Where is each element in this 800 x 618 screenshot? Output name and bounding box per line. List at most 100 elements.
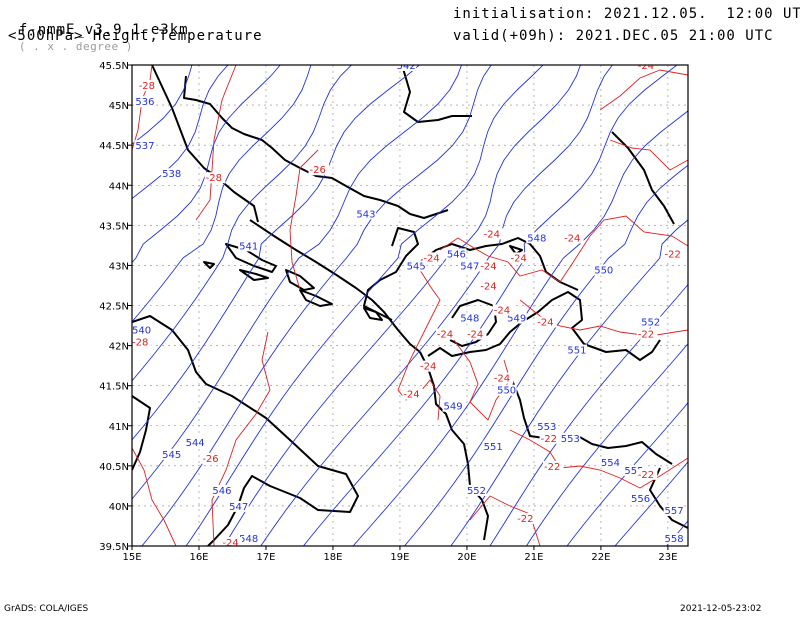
height-contour-label: 555 (624, 466, 643, 477)
height-contour-label-bg (442, 400, 464, 412)
height-contour-line (743, 6, 800, 566)
temperature-contour-label: -24 (437, 330, 453, 341)
coastline-borders (132, 65, 688, 546)
temperature-contour-label-bg (492, 372, 514, 384)
temperature-contour-label-bg (465, 328, 487, 340)
height-contour-line (132, 65, 421, 441)
temperature-contour-label-bg (204, 172, 226, 184)
height-contour-label-bg (184, 436, 206, 448)
temperature-contour-label-bg (516, 512, 537, 524)
temperature-contour-line (609, 139, 688, 171)
bosnia-border (363, 227, 419, 321)
temperature-contour-line (509, 429, 688, 489)
height-contour-label-bg (395, 65, 417, 72)
height-contour-line (185, 65, 544, 546)
temperature-contour-label-bg (509, 252, 531, 264)
height-contour-label-bg (211, 484, 232, 496)
serbia-north-border (419, 237, 579, 291)
model-subtitle: ( . x . degree ) (18, 40, 133, 53)
model-name: f-nmmE_v3.9.1-e3km (18, 22, 189, 38)
latitude-tick-label: 45N (109, 101, 129, 112)
height-contour-label: 548 (460, 314, 479, 325)
latitude-tick-label: 42N (109, 342, 129, 353)
temperature-contour-label-bg (201, 452, 222, 464)
temperature-contour-label: -28 (132, 338, 148, 349)
temperature-contour-label-bg (636, 65, 658, 72)
valid-time: valid(+09h): 2021.DEC.05 21:00 UTC (453, 28, 774, 44)
island-2 (239, 269, 269, 281)
albania-greece-coast (419, 351, 489, 541)
temperature-contour-label: -28 (139, 81, 155, 92)
height-contour-line (132, 65, 312, 323)
temperature-contour-label: -22 (541, 434, 557, 445)
height-contour-label-bg (630, 492, 651, 504)
height-contour-label-bg (238, 532, 259, 544)
temperature-contour-label: -22 (638, 330, 654, 341)
initialisation-time: initialisation: 2021.12.05. 12:00 UTC (453, 6, 800, 22)
temperature-contour-line (132, 447, 177, 546)
height-contour-label: 553 (537, 422, 556, 433)
italy-coast-west (132, 395, 151, 471)
height-contour-line (699, 6, 800, 566)
height-contour-label: 549 (443, 402, 462, 413)
height-contour-line (302, 65, 678, 546)
height-contour-label-bg (559, 432, 581, 444)
height-contour-line (132, 65, 229, 200)
temperature-contour-label: -28 (206, 173, 222, 184)
height-contour-line (352, 110, 688, 546)
dalmatian-coast (249, 219, 421, 353)
height-contour-line (489, 283, 688, 546)
height-contour-line (665, 520, 688, 546)
height-contour-label: 553 (561, 434, 580, 445)
temperature-contour-label: -24 (484, 229, 500, 240)
height-contour-line (132, 65, 353, 382)
longitude-ticks: 15E 16E 17E 18E 19E 20E 21E 22E 23E (122, 546, 677, 563)
height-contour-label-bg (134, 140, 155, 152)
temperature-contour-label: -24 (480, 261, 496, 272)
height-contour-label: 547 (229, 502, 248, 513)
kosovo-border (449, 299, 497, 347)
height-contour-label-bg (405, 260, 427, 272)
temperature-contour-label: -24 (403, 390, 419, 401)
height-contour-line (450, 219, 688, 546)
height-contour-label-bg (465, 484, 487, 496)
island-5 (363, 307, 383, 321)
greece-north-coast (649, 467, 688, 529)
model-title: f-nmmE_v3.9.1-e3km ( . x . degree ) (0, 6, 189, 54)
temperature-contour-label: -22 (517, 514, 533, 525)
height-contour-label: 545 (407, 261, 426, 272)
temperature-contour-label: -24 (638, 61, 654, 72)
height-contour-label: 552 (467, 486, 486, 497)
temperature-contour-label-bg (308, 164, 330, 176)
temperature-contour-label: -24 (494, 374, 510, 385)
temperature-contour-label-bg (563, 232, 584, 244)
height-contour-label: 538 (162, 169, 181, 180)
height-contour-label: 551 (484, 442, 503, 453)
temperature-contour-label-bg (479, 280, 500, 292)
longitude-tick-label: 21E (524, 552, 543, 563)
height-contour-line (132, 65, 193, 145)
height-contour-label-bg (663, 504, 685, 516)
longitude-tick-label: 18E (323, 552, 342, 563)
height-contour-label: 537 (135, 141, 154, 152)
latitude-tick-label: 42.5N (99, 302, 129, 313)
footer-credit: GrADS: COLA/IGES (4, 604, 89, 614)
temperature-contour-label-bg (137, 80, 159, 92)
latitude-ticks: 39.5N 40N 40.5N 41N 41.5N 42N 42.5N 43N 43.5N 44N… (99, 61, 132, 553)
height-contour-label: 558 (665, 534, 684, 545)
height-contour-label-bg (482, 440, 504, 452)
height-contour-line (614, 461, 688, 546)
height-contour-label: 549 (507, 314, 526, 325)
height-contour-line (525, 343, 688, 546)
height-contour-label: 547 (460, 261, 479, 272)
height-contour-label: 550 (594, 265, 613, 276)
height-contour-label-bg (506, 312, 527, 324)
height-contour-label-bg (161, 168, 182, 180)
height-contour-label-bg (640, 316, 661, 328)
height-contour-label-bg (459, 260, 480, 272)
temperature-contour-label: -24 (467, 330, 483, 341)
temperature-contour-label: -24 (222, 538, 238, 549)
height-contour-label-bg (355, 208, 377, 220)
